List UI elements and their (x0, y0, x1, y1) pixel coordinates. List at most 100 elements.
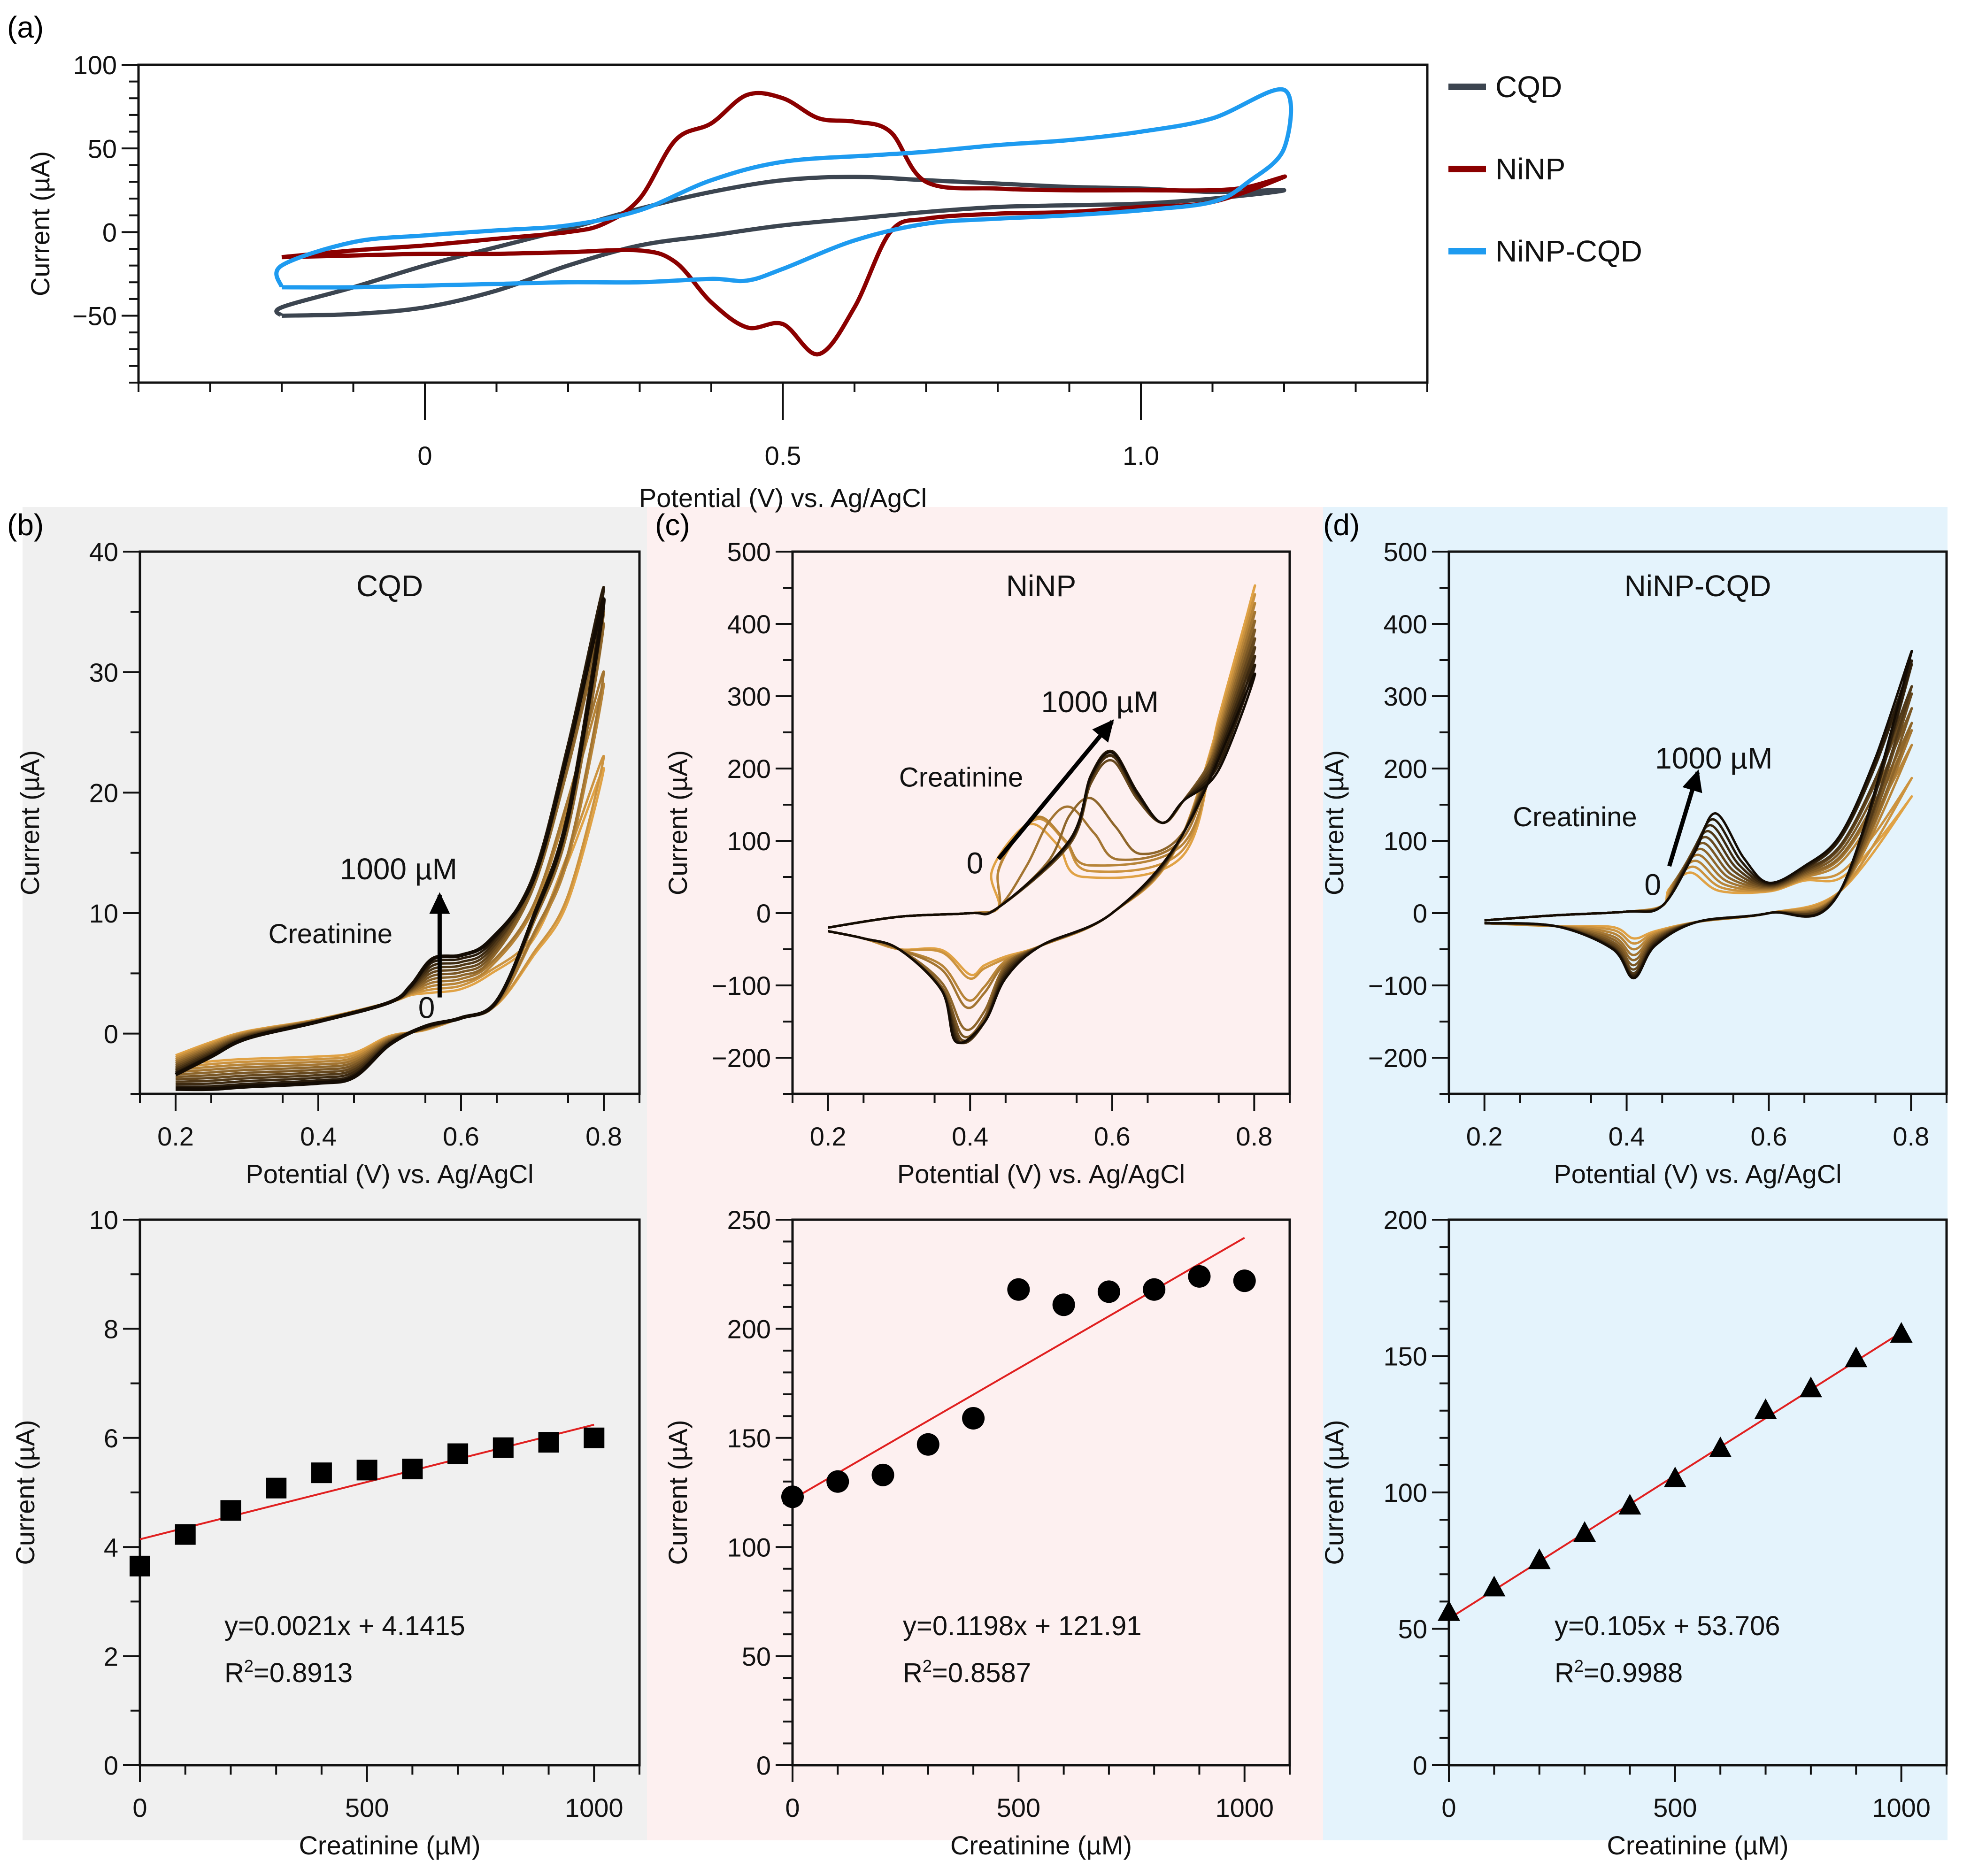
data-point-circle (1097, 1280, 1120, 1303)
chart-c-cal: 0 50 100 150 200 250 0 500 1000 Creatinine (µM) Cu… (663, 1205, 1291, 1860)
x-tick-label: 500 (1653, 1793, 1697, 1822)
x-tick-label: 500 (997, 1793, 1040, 1822)
r-squared: R2=0.8913 (224, 1656, 353, 1688)
y-tick-label: 0 (756, 1751, 771, 1780)
panel-label-b: (b) (7, 508, 44, 542)
x-axis-label: Potential (V) vs. Ag/AgCl (639, 483, 927, 513)
panel-label-d: (d) (1323, 508, 1360, 542)
data-point-circle (826, 1470, 849, 1493)
y-tick-label: 0 (104, 1751, 118, 1780)
x-tick-label: 0.5 (765, 441, 801, 470)
y-tick-label: 100 (727, 1532, 771, 1562)
annotation-series-label: Creatinine (1513, 802, 1637, 832)
cv-curve (175, 585, 605, 1088)
x-tick-label: 0.2 (1466, 1122, 1503, 1151)
y-axis-label: Current (µA) (1319, 1420, 1349, 1565)
data-point-circle (1052, 1293, 1075, 1316)
panel-d-background (1323, 507, 1948, 1840)
y-axis-label: Current (µA) (1319, 750, 1349, 895)
data-point-circle (1188, 1265, 1211, 1288)
data-point-square (356, 1460, 377, 1481)
r-squared-symbol: R (224, 1658, 244, 1688)
data-point-triangle (1573, 1521, 1596, 1542)
plot-frame (139, 1218, 641, 1767)
y-tick-label: −100 (712, 971, 771, 1000)
panel-c-background (647, 507, 1323, 1840)
x-axis-label: Creatinine (µM) (299, 1830, 480, 1860)
y-tick-label: 6 (104, 1423, 118, 1453)
data-point-square (538, 1432, 559, 1453)
r-squared-symbol: R (903, 1658, 923, 1688)
y-tick-label: 400 (727, 609, 771, 639)
annotation-start-label: 0 (418, 991, 435, 1024)
y-tick-label: 40 (89, 537, 118, 567)
plot-frame (791, 1218, 1291, 1767)
cv-curve (828, 663, 1256, 1044)
chart-title: NiNP-CQD (1624, 569, 1771, 603)
chart-d-cal: 0 50 100 150 200 0 500 1000 Creatinine (µM) Curre… (1319, 1205, 1948, 1860)
fit-equation: y=0.1198x + 121.91 (903, 1611, 1141, 1641)
y-tick-label: −200 (712, 1043, 771, 1073)
cv-curve (175, 622, 605, 1076)
cv-curve (175, 598, 605, 1081)
x-tick-label: 0.4 (300, 1122, 337, 1151)
data-point-triangle (1845, 1346, 1868, 1368)
y-tick-label: 150 (1384, 1342, 1427, 1371)
x-axis-label: Potential (V) vs. Ag/AgCl (897, 1159, 1185, 1189)
cv-curve (828, 584, 1256, 976)
plot-frame (1447, 550, 1948, 1095)
data-point-triangle (1799, 1376, 1822, 1398)
x-tick-label: 0 (417, 441, 432, 470)
fit-equation: y=0.105x + 53.706 (1555, 1611, 1780, 1641)
y-axis-label: Current (µA) (10, 1420, 40, 1565)
data-point-triangle (1483, 1576, 1506, 1597)
y-tick-label: 50 (88, 134, 117, 163)
y-tick-label: 0 (1413, 899, 1427, 928)
plot-frame (1447, 1218, 1948, 1767)
data-point-circle (1007, 1278, 1030, 1301)
r-squared: R2=0.9988 (1555, 1656, 1683, 1688)
r-squared-exponent: 2 (1574, 1656, 1584, 1676)
x-tick-label: 1.0 (1123, 441, 1159, 470)
y-tick-label: 200 (727, 754, 771, 784)
annotation-arrow-label: 1000 µM (340, 852, 457, 886)
data-point-square (402, 1459, 423, 1480)
chart-title: NiNP (1006, 569, 1076, 603)
cv-curve (175, 585, 605, 1085)
y-tick-label: 50 (742, 1642, 771, 1671)
data-point-square (266, 1477, 287, 1499)
r-squared-value: =0.8587 (932, 1658, 1031, 1688)
data-point-square (584, 1427, 605, 1448)
x-axis-label: Potential (V) vs. Ag/AgCl (246, 1159, 533, 1189)
x-tick-label: 0.4 (1609, 1122, 1645, 1151)
y-tick-label: 4 (104, 1532, 118, 1562)
chart-a: −50 0 50 100 0 0.5 1.0 Potential (V) vs. Ag/AgC… (25, 50, 1642, 513)
y-tick-label: 100 (1384, 826, 1427, 856)
data-point-triangle (1663, 1466, 1686, 1487)
x-axis-label: Creatinine (µM) (1607, 1830, 1788, 1860)
x-tick-label: 0.6 (443, 1122, 479, 1151)
annotation-series-label: Creatinine (899, 762, 1023, 793)
r-squared-value: =0.8913 (254, 1658, 353, 1688)
y-tick-label: 0 (756, 899, 771, 928)
x-tick-label: 0 (785, 1793, 800, 1822)
y-tick-label: 500 (727, 537, 771, 567)
y-tick-label: 200 (1384, 754, 1427, 784)
y-tick-label: 2 (104, 1642, 118, 1671)
y-tick-label: 8 (104, 1315, 118, 1344)
data-point-circle (1143, 1278, 1166, 1301)
y-axis-label: Current (µA) (25, 151, 55, 296)
fit-line (139, 1423, 594, 1540)
y-tick-label: 50 (1398, 1615, 1427, 1644)
r-squared: R2=0.8587 (903, 1656, 1031, 1688)
chart-b-cv: 0 10 20 30 40 0.2 0.4 0.6 0.8 Potential (V) vs. A… (15, 537, 641, 1189)
annotation-start-label: 0 (967, 846, 984, 880)
r-squared-exponent: 2 (923, 1656, 932, 1676)
y-tick-label: 100 (1384, 1478, 1427, 1507)
x-tick-label: 0.4 (952, 1122, 988, 1151)
data-point-square (220, 1500, 241, 1521)
r-squared-exponent: 2 (244, 1656, 254, 1676)
y-tick-label: 100 (73, 50, 117, 80)
legend-label: NiNP (1495, 152, 1565, 186)
plot-frame (791, 550, 1291, 1095)
